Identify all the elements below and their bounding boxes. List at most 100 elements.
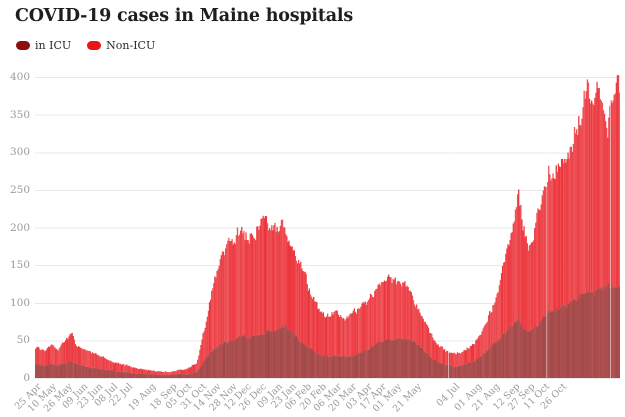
bar-non-icu	[258, 229, 260, 335]
bar-in-icu	[253, 336, 256, 378]
bar-in-icu	[100, 369, 102, 378]
bar-in-icu	[251, 334, 254, 378]
bar-non-icu	[594, 97, 596, 296]
bar-in-icu	[44, 365, 46, 378]
bar-non-icu	[70, 333, 72, 361]
bar-in-icu	[189, 373, 191, 378]
bar-non-icu	[228, 237, 230, 342]
bar-non-icu	[522, 230, 524, 327]
bar-in-icu	[498, 339, 501, 378]
bar-non-icu	[302, 270, 304, 344]
bar-non-icu	[157, 371, 159, 375]
legend-item-icu: in ICU	[16, 39, 71, 52]
bar-non-icu	[469, 346, 472, 363]
bar-in-icu	[428, 356, 431, 378]
bar-in-icu	[337, 355, 340, 378]
bar-in-icu	[496, 340, 498, 378]
bar-non-icu	[179, 369, 182, 374]
bar-in-icu	[303, 343, 305, 378]
bar-non-icu	[431, 333, 433, 358]
bar-non-icu	[499, 279, 502, 339]
bar-in-icu	[408, 339, 410, 378]
bar-in-icu	[150, 374, 153, 378]
bar-in-icu	[348, 356, 350, 378]
bar-non-icu	[314, 301, 316, 352]
bar-in-icu	[581, 292, 583, 378]
bar-non-icu	[367, 300, 370, 350]
bar-in-icu	[458, 366, 461, 378]
bar-in-icu	[567, 303, 569, 378]
bar-in-icu	[299, 341, 301, 378]
bar-in-icu	[563, 306, 565, 378]
bar-non-icu	[440, 346, 443, 364]
bar-non-icu	[559, 167, 562, 307]
bar-non-icu	[368, 298, 371, 350]
bar-in-icu	[432, 359, 434, 378]
bar-in-icu	[114, 371, 116, 378]
bar-in-icu	[559, 306, 562, 378]
bar-non-icu	[104, 358, 107, 371]
bar-in-icu	[565, 306, 567, 378]
bar-in-icu	[39, 364, 41, 378]
bar-non-icu	[261, 218, 263, 335]
bar-non-icu	[274, 222, 276, 332]
bar-non-icu	[58, 348, 60, 365]
bar-non-icu	[421, 316, 423, 348]
bar-non-icu	[570, 146, 572, 303]
bar-in-icu	[97, 368, 99, 378]
bar-non-icu	[191, 364, 194, 373]
bar-non-icu	[66, 337, 68, 363]
bar-in-icu	[439, 362, 441, 378]
bar-non-icu	[485, 323, 488, 352]
bar-non-icu	[460, 353, 462, 366]
bar-non-icu	[465, 350, 467, 364]
bar-non-icu	[580, 125, 582, 295]
bar-non-icu	[189, 367, 191, 374]
bar-non-icu	[597, 88, 599, 289]
bar-non-icu	[204, 327, 206, 360]
bar-non-icu	[439, 346, 441, 363]
bar-non-icu	[491, 312, 493, 346]
bar-non-icu	[306, 283, 308, 347]
bar-non-icu	[35, 348, 37, 364]
bar-in-icu	[476, 359, 478, 378]
bar-in-icu	[140, 373, 142, 378]
bar-in-icu	[589, 292, 592, 378]
bar-in-icu	[524, 329, 526, 378]
bar-in-icu	[460, 365, 462, 378]
bar-in-icu	[77, 364, 80, 378]
bar-non-icu	[409, 290, 411, 341]
bar-non-icu	[47, 346, 50, 365]
bar-in-icu	[301, 342, 303, 378]
bar-in-icu	[54, 365, 56, 378]
bar-in-icu	[219, 344, 221, 378]
bar-in-icu	[173, 374, 175, 378]
bar-non-icu	[513, 221, 516, 323]
bar-in-icu	[330, 356, 332, 378]
bar-non-icu	[402, 282, 404, 340]
bar-in-icu	[86, 367, 88, 378]
bar-in-icu	[60, 364, 63, 378]
bar-non-icu	[234, 244, 236, 340]
bar-non-icu	[183, 369, 185, 374]
bar-in-icu	[83, 365, 85, 378]
bar-non-icu	[301, 268, 303, 343]
bar-non-icu	[467, 348, 469, 363]
bar-non-icu	[333, 312, 335, 356]
bar-non-icu	[37, 346, 39, 365]
bar-non-icu	[101, 357, 103, 370]
bar-non-icu	[526, 243, 528, 332]
bar-non-icu	[52, 344, 54, 365]
bar-in-icu	[164, 375, 167, 378]
bar-non-icu	[481, 331, 483, 356]
bar-in-icu	[209, 351, 212, 378]
bar-non-icu	[344, 320, 346, 356]
bar-in-icu	[120, 371, 123, 378]
bar-in-icu	[393, 339, 395, 378]
bar-non-icu	[211, 290, 213, 352]
bar-in-icu	[126, 372, 128, 378]
data-gap	[610, 70, 612, 378]
bar-in-icu	[290, 330, 292, 378]
bar-non-icu	[187, 368, 189, 375]
bar-in-icu	[273, 329, 275, 378]
